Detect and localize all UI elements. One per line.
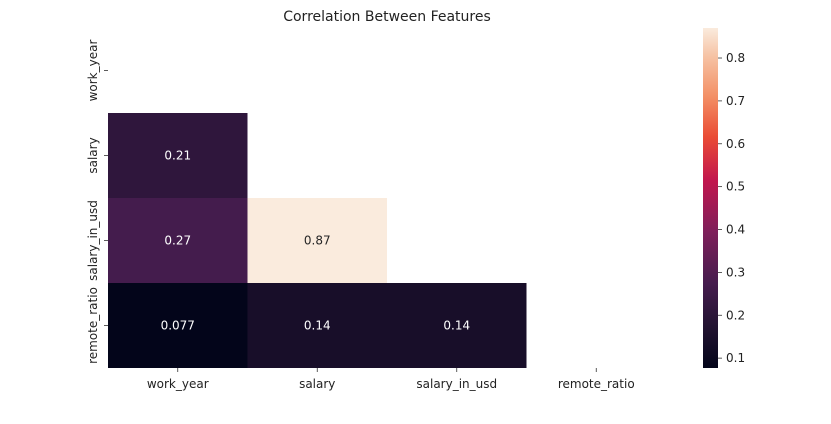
chart-title: Correlation Between Features xyxy=(283,9,491,25)
cell-value-label: 0.27 xyxy=(164,234,191,248)
heatmap-cell xyxy=(387,283,527,368)
heatmap-cell xyxy=(108,283,248,368)
cell-value-label: 0.077 xyxy=(161,319,195,333)
y-tick-label: remote_ratio xyxy=(86,287,100,364)
y-tick-label: salary_in_usd xyxy=(86,200,100,281)
x-tick-label: remote_ratio xyxy=(558,377,635,391)
y-tick-label: work_year xyxy=(86,40,100,102)
colorbar-gradient xyxy=(703,28,718,368)
colorbar-tick-label: 0.5 xyxy=(726,180,745,194)
heatmap-cell xyxy=(108,113,248,198)
cell-value-label: 0.14 xyxy=(443,319,470,333)
x-tick-label: salary_in_usd xyxy=(416,377,497,391)
colorbar-tick-label: 0.3 xyxy=(726,265,745,279)
cell-value-label: 0.21 xyxy=(164,149,191,163)
x-tick-label: work_year xyxy=(147,377,209,391)
colorbar: 0.1 0.2 0.3 0.4 0.5 0.6 0.7 0.8 xyxy=(703,28,745,368)
heatmap-cells: 0.21 0.27 0.87 0.077 0.14 0.14 xyxy=(108,113,527,368)
y-tick-label: salary xyxy=(86,137,100,173)
colorbar-tick-label: 0.2 xyxy=(726,308,745,322)
cell-value-label: 0.14 xyxy=(304,319,331,333)
colorbar-tick-label: 0.4 xyxy=(726,223,745,237)
colorbar-tick-label: 0.6 xyxy=(726,137,745,151)
x-axis-ticks: work_year salary salary_in_usd remote_ratio xyxy=(147,368,635,391)
heatmap-cell xyxy=(108,198,248,283)
heatmap-cell xyxy=(247,198,387,283)
heatmap-cell xyxy=(247,283,387,368)
x-tick-label: salary xyxy=(299,377,335,391)
colorbar-tick-label: 0.8 xyxy=(726,51,745,65)
colorbar-tick-label: 0.7 xyxy=(726,94,745,108)
colorbar-tick-label: 0.1 xyxy=(726,351,745,365)
cell-value-label: 0.87 xyxy=(304,234,331,248)
